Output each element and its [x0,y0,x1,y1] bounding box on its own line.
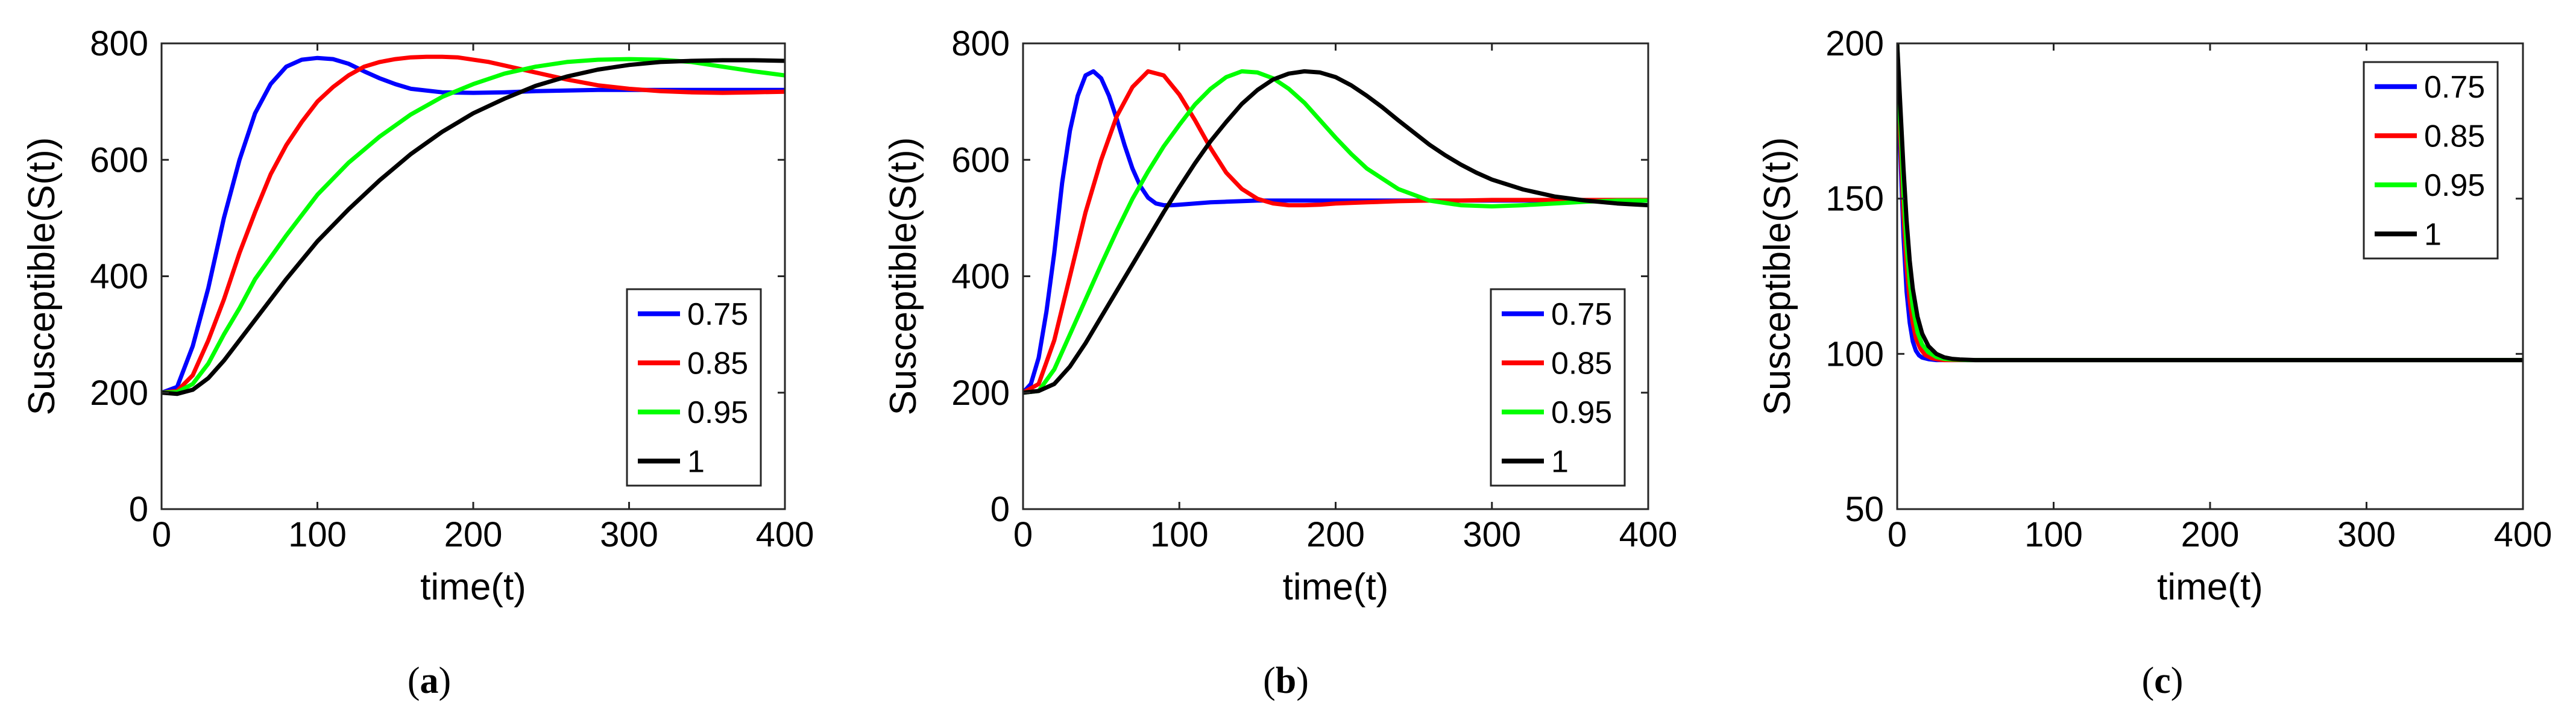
chart-panel-c: 0 100 200 300 400 50 100 150 200 time(t) Susceptib… [1757,24,2552,701]
y-tick-label: 150 [1825,180,1884,219]
legend-label: 0.85 [687,346,748,381]
caption-close: ) [2171,660,2184,701]
y-tick-label: 800 [90,24,148,63]
panel-caption: (c) [2142,660,2184,701]
caption-close: ) [1296,660,1309,701]
panel-caption: (b) [1263,660,1309,701]
y-tick-label: 100 [1825,334,1884,374]
y-tick-label: 600 [951,140,1010,180]
caption-open: ( [408,660,420,701]
x-axis-label: time(t) [1283,566,1389,608]
panel-caption: (a) [408,660,451,701]
y-axis-label: Susceptible(S(t)) [21,137,63,416]
legend-label: 0.95 [2424,168,2485,203]
x-tick-label: 100 [1150,515,1209,554]
series-line-1 [1897,43,2523,363]
legend-label: 1 [2424,217,2442,252]
legend-label: 0.85 [1551,346,1612,381]
x-tick-label: 200 [444,515,503,554]
legend-label: 0.95 [687,395,748,430]
x-tick-label: 200 [1306,515,1365,554]
chart-panel-a: 0 100 200 300 400 0 200 400 600 800 time(t) Suscept… [21,24,814,701]
y-tick-label: 0 [990,490,1010,529]
y-tick-label: 600 [90,140,148,180]
x-tick-label: 400 [2494,515,2552,554]
y-tick-label: 200 [951,374,1010,413]
x-axis-label: time(t) [2157,566,2263,608]
x-tick-label: 300 [1463,515,1521,554]
x-axis-label: time(t) [420,566,526,608]
x-tick-label: 200 [2181,515,2240,554]
x-tick-label: 100 [288,515,347,554]
legend-box [2363,61,2499,260]
caption-letter: c [2154,660,2171,701]
y-tick-label: 200 [1825,24,1884,63]
chart-panel-b: 0 100 200 300 400 0 200 400 600 800 time(t) Suscept… [883,24,1677,701]
caption-open: ( [2142,660,2155,701]
x-tick-label: 300 [600,515,658,554]
x-tick-label: 300 [2337,515,2396,554]
legend-label: 0.75 [2424,70,2485,105]
legend-label: 1 [1551,444,1569,479]
legend: 0.75 0.85 0.95 1 [626,288,762,487]
x-tick-label: 100 [2024,515,2083,554]
caption-open: ( [1263,660,1276,701]
caption-letter: a [420,660,439,701]
legend-label: 0.95 [1551,395,1612,430]
legend: 0.75 0.85 0.95 1 [2363,61,2499,260]
legend: 0.75 0.85 0.95 1 [1490,288,1626,487]
series-line-0-95 [1023,69,1648,395]
series-line-0-85 [162,54,785,395]
legend-label: 0.75 [1551,297,1612,332]
series-line-0-85 [1023,69,1648,395]
caption-letter: b [1276,660,1296,701]
x-tick-label: 0 [1888,515,1907,554]
y-tick-label: 200 [90,374,148,413]
y-tick-label: 400 [90,257,148,296]
y-tick-label: 50 [1845,490,1884,529]
legend-label: 0.75 [687,297,748,332]
y-tick-label: 0 [129,490,148,529]
x-tick-label: 400 [756,515,814,554]
legend-box [626,288,762,487]
x-tick-label: 0 [1013,515,1033,554]
y-tick-label: 800 [951,24,1010,63]
series-line-1 [1023,69,1648,395]
x-tick-label: 0 [152,515,171,554]
legend-label: 0.85 [2424,119,2485,154]
y-axis-label: Susceptible(S(t)) [883,137,924,416]
legend-box [1490,288,1626,487]
caption-close: ) [439,660,452,701]
x-tick-label: 400 [1619,515,1678,554]
legend-label: 1 [687,444,705,479]
series-line-1 [162,58,785,396]
y-axis-label: Susceptible(S(t)) [1757,137,1798,416]
y-tick-label: 400 [951,257,1010,296]
